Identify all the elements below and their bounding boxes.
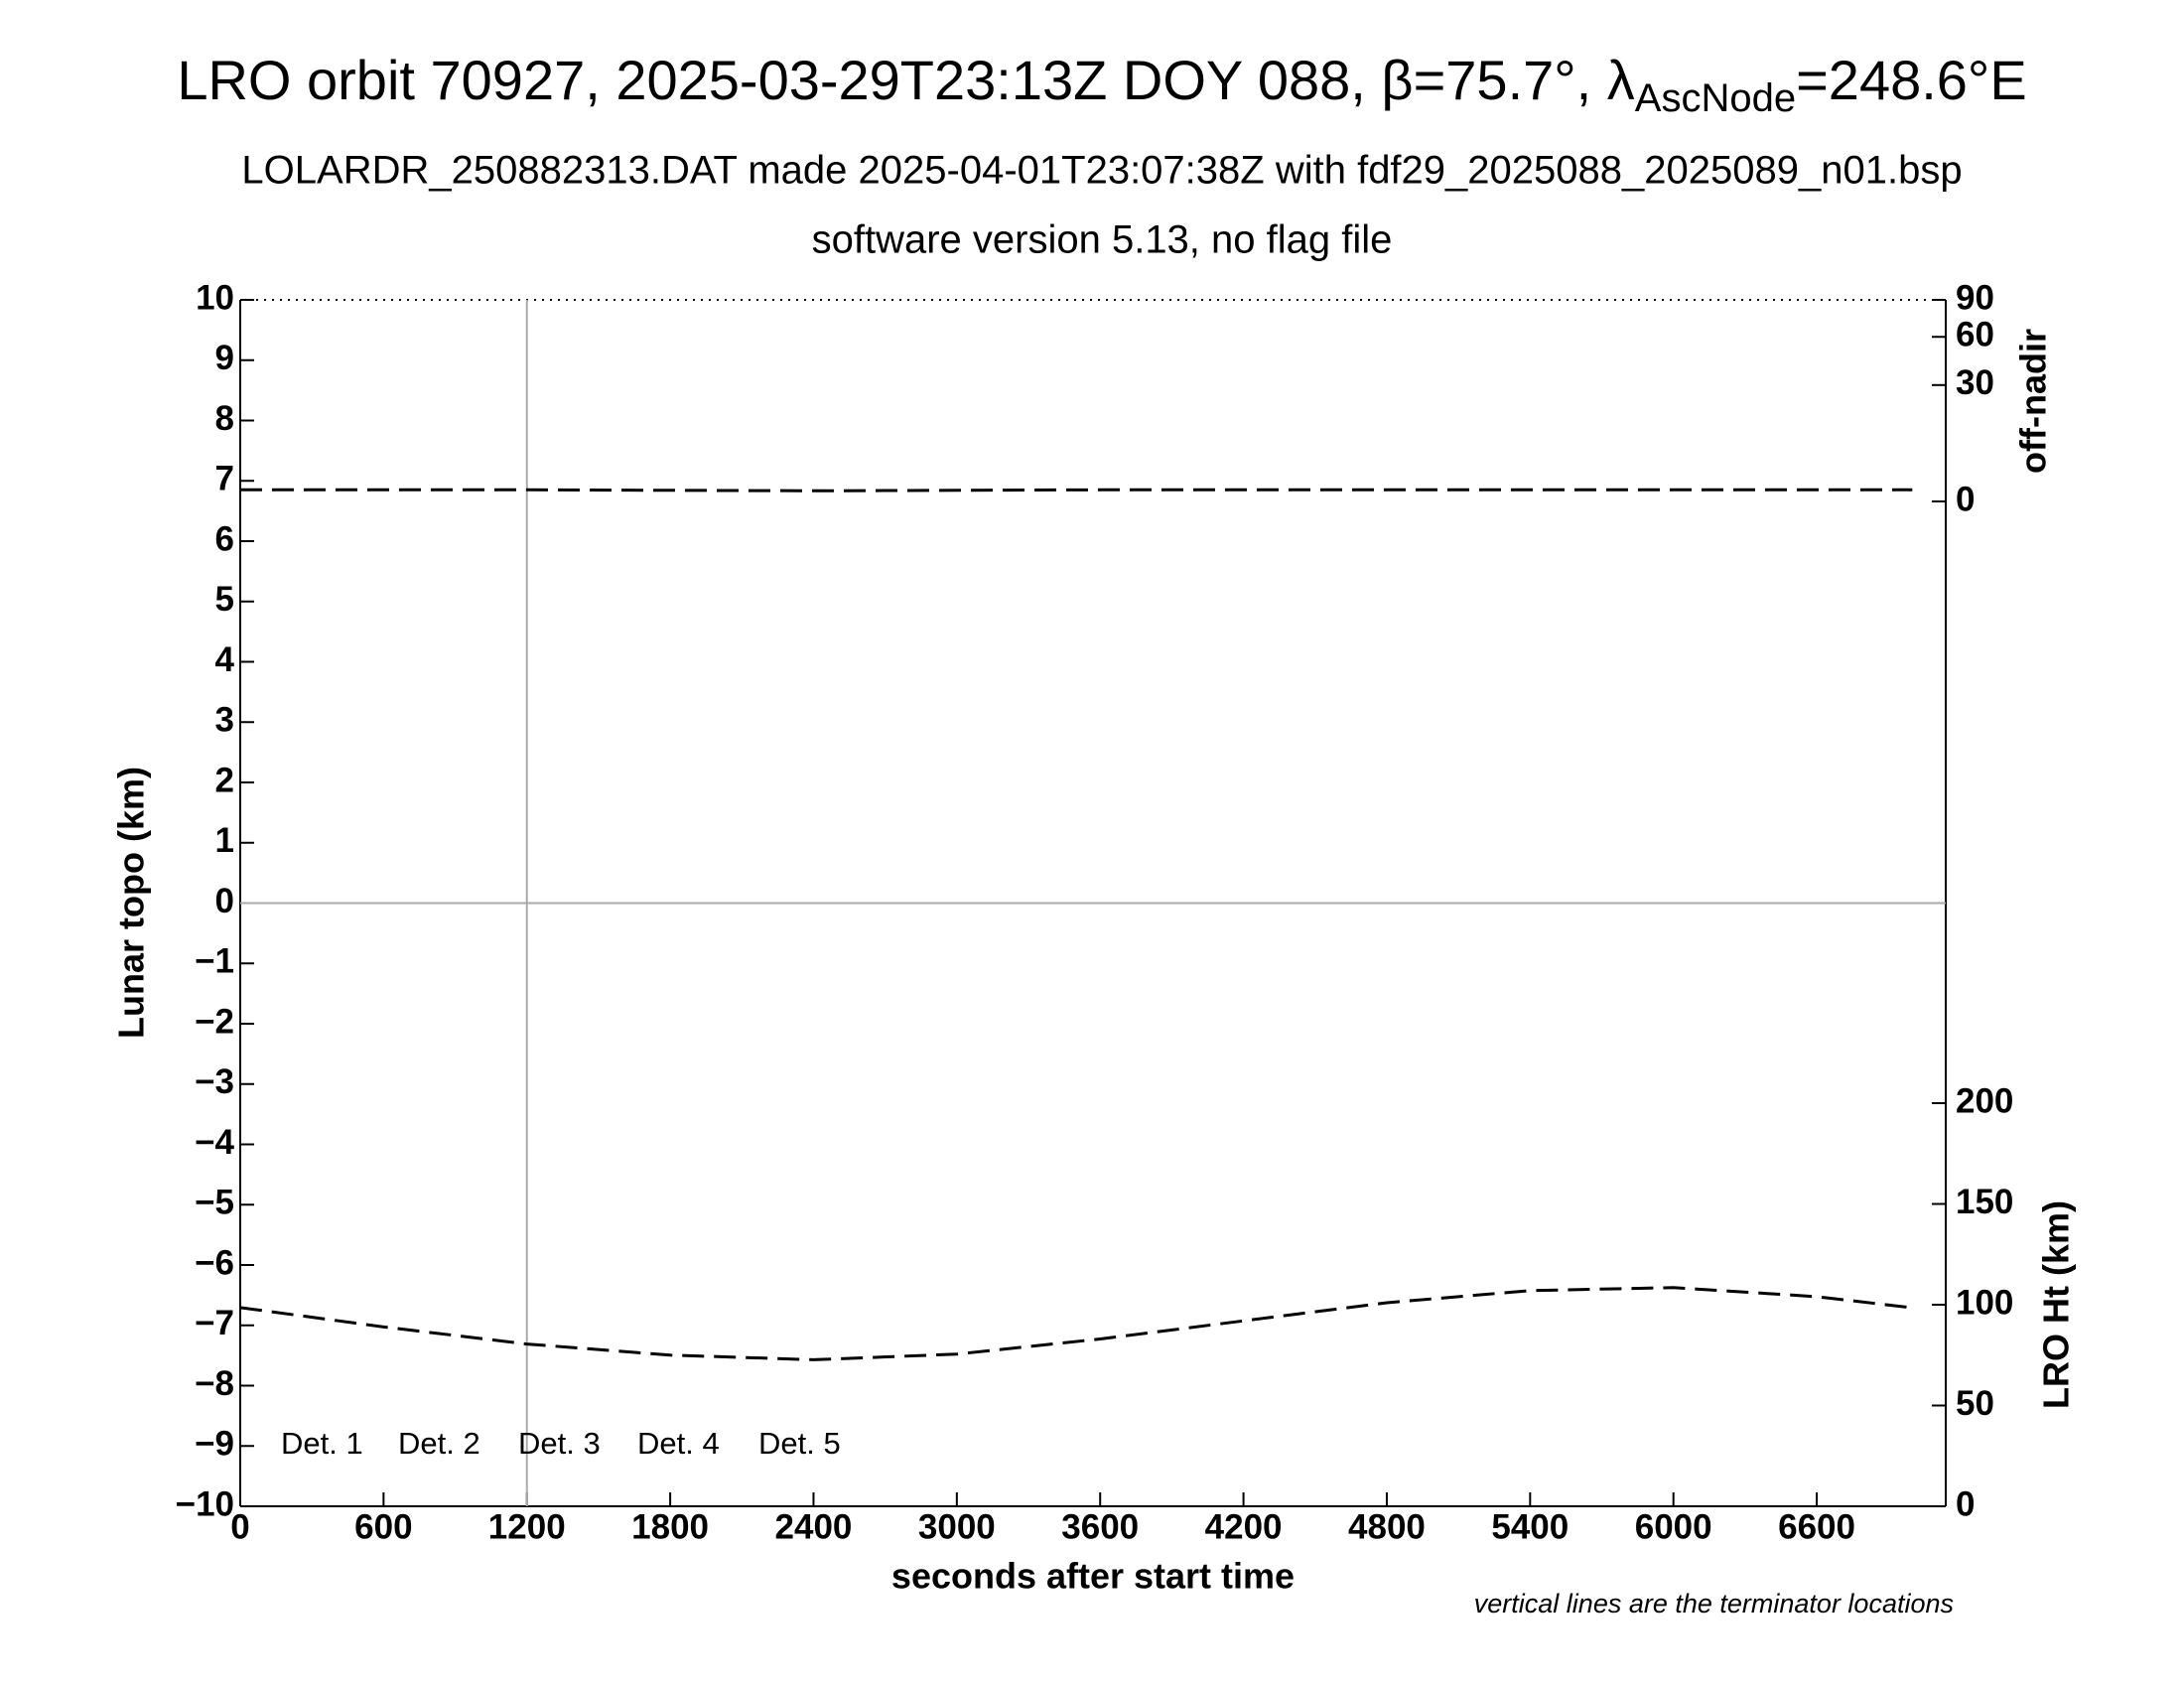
y-tick-label: −10 <box>176 1484 234 1523</box>
y-tick-label: −8 <box>195 1364 234 1403</box>
y-tick-label: 5 <box>215 580 234 619</box>
y-tick-label: 1 <box>215 821 234 860</box>
subtitle2: software version 5.13, no flag file <box>812 218 1393 262</box>
title-end: =248.6°E <box>1796 49 2027 111</box>
y-axis-title: Lunar topo (km) <box>111 767 152 1039</box>
y-tick-label: −3 <box>195 1062 234 1101</box>
x-tick-label: 600 <box>354 1507 412 1546</box>
title-main: LRO orbit 70927, 2025-03-29T23:13Z DOY 0… <box>177 49 1634 111</box>
x-tick-label: 6600 <box>1778 1507 1855 1546</box>
y-tick-label: −1 <box>195 942 234 981</box>
subtitle: LOLARDR_250882313.DAT made 2025-04-01T23… <box>241 149 1962 193</box>
x-tick-label: 4800 <box>1348 1507 1426 1546</box>
y-tick-label: 8 <box>215 399 234 438</box>
x-tick-label: 1800 <box>631 1507 709 1546</box>
y2-tick-label: 30 <box>1956 363 1994 402</box>
x-tick-label: 6000 <box>1635 1507 1712 1546</box>
y2-tick-label: 90 <box>1956 278 1994 317</box>
y-tick-label: 9 <box>215 339 234 377</box>
y-tick-label: 3 <box>215 701 234 740</box>
y2-axis-title: off-nadir <box>2013 329 2054 474</box>
y-tick-label: 7 <box>215 460 234 498</box>
y3-tick-label: 50 <box>1956 1384 1994 1423</box>
y-tick-label: 4 <box>215 640 235 679</box>
y3-tick-label: 0 <box>1956 1484 1975 1523</box>
y-tick-label: −4 <box>195 1123 234 1162</box>
x-tick-label: 1200 <box>488 1507 566 1546</box>
y-tick-label: −5 <box>195 1184 234 1222</box>
x-tick-label: 4200 <box>1205 1507 1283 1546</box>
x-axis-title: seconds after start time <box>891 1556 1295 1597</box>
y3-tick-label: 150 <box>1956 1183 2013 1221</box>
y3-tick-label: 100 <box>1956 1283 2013 1322</box>
x-tick-label: 3000 <box>918 1507 996 1546</box>
y-tick-label: 10 <box>196 278 234 317</box>
legend-entry: Det. 3 <box>518 1426 601 1461</box>
y-tick-label: −6 <box>195 1243 234 1282</box>
legend-entry: Det. 2 <box>398 1426 480 1461</box>
title-subscript: AscNode <box>1635 76 1796 120</box>
y-tick-label: 2 <box>215 761 234 799</box>
series-line <box>239 1286 1913 1361</box>
x-tick-label: 2400 <box>775 1507 853 1546</box>
y2-tick-label: 0 <box>1956 480 1975 518</box>
y3-axis-title: LRO Ht (km) <box>2036 1200 2077 1409</box>
x-tick-label: 0 <box>230 1507 249 1546</box>
y-tick-label: −2 <box>195 1002 234 1041</box>
x-tick-label: 5400 <box>1491 1507 1569 1546</box>
y-tick-label: −7 <box>195 1304 234 1342</box>
chart-title: LRO orbit 70927, 2025-03-29T23:13Z DOY 0… <box>177 49 2026 120</box>
annotation: vertical lines are the terminator locati… <box>1474 1589 1954 1618</box>
x-tick-label: 3600 <box>1061 1507 1139 1546</box>
series-line <box>240 488 1913 492</box>
y3-tick-label: 200 <box>1956 1081 2013 1120</box>
y-tick-label: 0 <box>215 882 234 920</box>
y2-tick-label: 60 <box>1956 316 1994 354</box>
legend-entry: Det. 1 <box>281 1426 363 1461</box>
y-tick-label: −9 <box>195 1425 234 1464</box>
legend-entry: Det. 4 <box>637 1426 720 1461</box>
legend-entry: Det. 5 <box>758 1426 841 1461</box>
y-tick-label: 6 <box>215 519 234 558</box>
